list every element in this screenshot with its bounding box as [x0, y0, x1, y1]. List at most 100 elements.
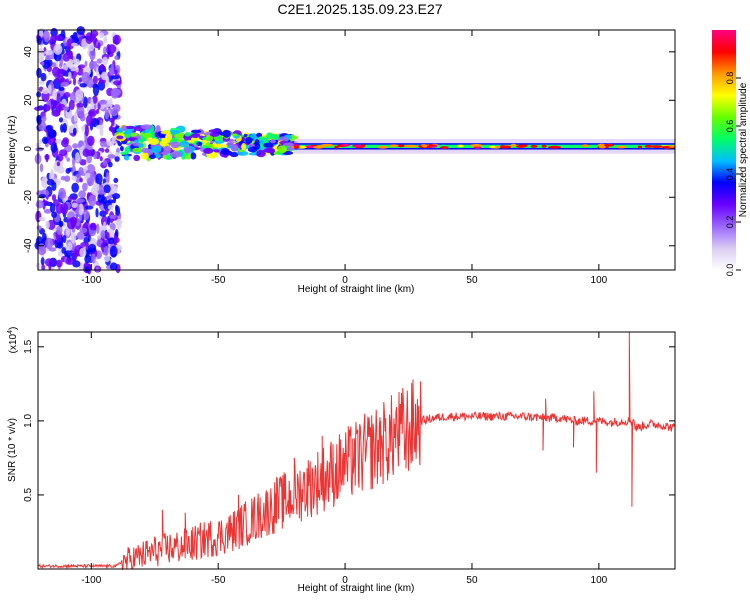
heatmap-cell	[36, 35, 42, 45]
heatmap-cell	[35, 200, 44, 209]
heatmap-cell	[98, 99, 108, 105]
heatmap-cell	[277, 145, 287, 154]
heatmap-xtick-label: 50	[466, 275, 478, 286]
heatmap-cell	[99, 79, 107, 84]
heatmap-peak	[334, 145, 339, 149]
heatmap-cell	[72, 157, 76, 167]
heatmap-cell	[88, 194, 97, 207]
heatmap-cell	[70, 232, 77, 244]
heatmap-cell	[142, 133, 152, 138]
heatmap-peak	[668, 145, 675, 148]
heatmap-cell	[84, 60, 88, 67]
heatmap-peak	[604, 143, 615, 147]
heatmap-cell	[196, 141, 203, 146]
heatmap-cell	[191, 129, 202, 134]
heatmap-cell	[155, 125, 161, 134]
heatmap-xtick-label: -100	[81, 275, 101, 286]
heatmap-cell	[109, 214, 117, 219]
heatmap-cell	[58, 187, 66, 200]
heatmap-cell	[52, 89, 57, 101]
heatmap-cell	[86, 114, 93, 127]
heatmap-cell	[51, 194, 57, 202]
heatmap-cell	[38, 216, 46, 222]
heatmap-cell	[88, 243, 97, 253]
heatmap-cell	[269, 139, 276, 144]
heatmap-cell	[79, 227, 88, 234]
heatmap-cell	[114, 229, 119, 238]
heatmap-cell	[71, 175, 77, 181]
heatmap-cell	[62, 106, 70, 111]
heatmap-cell	[95, 173, 103, 185]
heatmap-cell	[39, 163, 44, 173]
heatmap-peak	[650, 145, 663, 149]
heatmap-peak	[389, 144, 399, 148]
heatmap-cell	[75, 66, 79, 73]
heatmap-cell	[39, 139, 43, 145]
heatmap-cell	[93, 104, 97, 110]
heatmap-cell	[190, 133, 201, 139]
heatmap-peak	[352, 144, 361, 148]
heatmap-peak	[397, 144, 405, 148]
heatmap-cell	[184, 147, 191, 154]
heatmap-cell	[124, 125, 136, 129]
heatmap-peak	[548, 145, 562, 149]
heatmap-cell	[58, 69, 66, 74]
heatmap-xtick-label: 0	[342, 275, 348, 286]
heatmap-cell	[56, 241, 64, 249]
heatmap-cell	[61, 139, 69, 148]
heatmap-cell	[124, 133, 131, 139]
heatmap-cell	[232, 133, 238, 137]
heatmap-cell	[62, 235, 67, 243]
heatmap-cell	[41, 115, 47, 122]
heatmap-cell	[50, 35, 58, 43]
heatmap-cell	[79, 83, 87, 88]
snr-xtick-label: -50	[211, 575, 226, 586]
figure-title: C2E1.2025.135.09.23.E27	[277, 1, 442, 17]
heatmap-cell	[213, 149, 220, 153]
heatmap-cell	[42, 104, 51, 112]
heatmap-cell	[249, 133, 257, 139]
heatmap-cell	[45, 220, 50, 230]
heatmap-cell	[49, 203, 56, 213]
heatmap-cell	[91, 118, 100, 128]
heatmap-cell	[62, 64, 69, 71]
heatmap-peak	[637, 145, 643, 149]
heatmap-cell	[179, 140, 190, 147]
heatmap-cell	[109, 97, 113, 109]
heatmap-cell	[174, 133, 184, 138]
heatmap-cell	[104, 209, 109, 215]
heatmap-cell	[47, 59, 53, 67]
heatmap-cell	[130, 132, 138, 137]
heatmap-cell	[81, 71, 90, 84]
heatmap-cell	[72, 77, 77, 86]
heatmap-cell	[40, 72, 47, 82]
heatmap-peak	[422, 144, 427, 148]
heatmap-peak	[377, 145, 389, 149]
colorbar-label: Normalized spectral amplitude	[738, 82, 749, 217]
heatmap-cell	[124, 146, 130, 154]
heatmap-cell	[110, 63, 115, 75]
heatmap-ylabel: Frequency (Hz)	[7, 116, 18, 185]
colorbar-tick-label: 0.6	[725, 120, 735, 133]
heatmap-cell	[89, 222, 97, 231]
colorbar-gradient	[712, 30, 736, 270]
heatmap-cell	[248, 143, 255, 147]
snr-panel: -100 -50 0 50 100 0.5 1.0 1.5 Height of straigh…	[7, 327, 676, 594]
heatmap-cell	[96, 223, 100, 234]
heatmap-cell	[170, 141, 181, 149]
snr-ytick-label: 0.5	[23, 488, 34, 502]
heatmap-cell	[45, 153, 49, 163]
heatmap-cell	[140, 151, 149, 160]
heatmap-cell	[84, 254, 91, 264]
heatmap-cell	[83, 96, 88, 109]
heatmap-cell	[82, 182, 88, 192]
heatmap-cell	[65, 257, 75, 265]
heatmap-cell	[51, 109, 61, 117]
heatmap-cell	[81, 125, 86, 132]
heatmap-cell	[106, 231, 110, 240]
heatmap-peak	[541, 144, 547, 148]
heatmap-cell	[113, 177, 119, 183]
heatmap-cell	[43, 30, 50, 43]
heatmap-cell	[41, 264, 46, 271]
heatmap-cell	[258, 136, 265, 141]
